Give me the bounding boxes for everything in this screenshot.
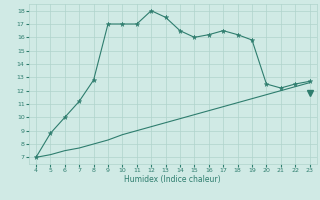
X-axis label: Humidex (Indice chaleur): Humidex (Indice chaleur) [124,175,221,184]
